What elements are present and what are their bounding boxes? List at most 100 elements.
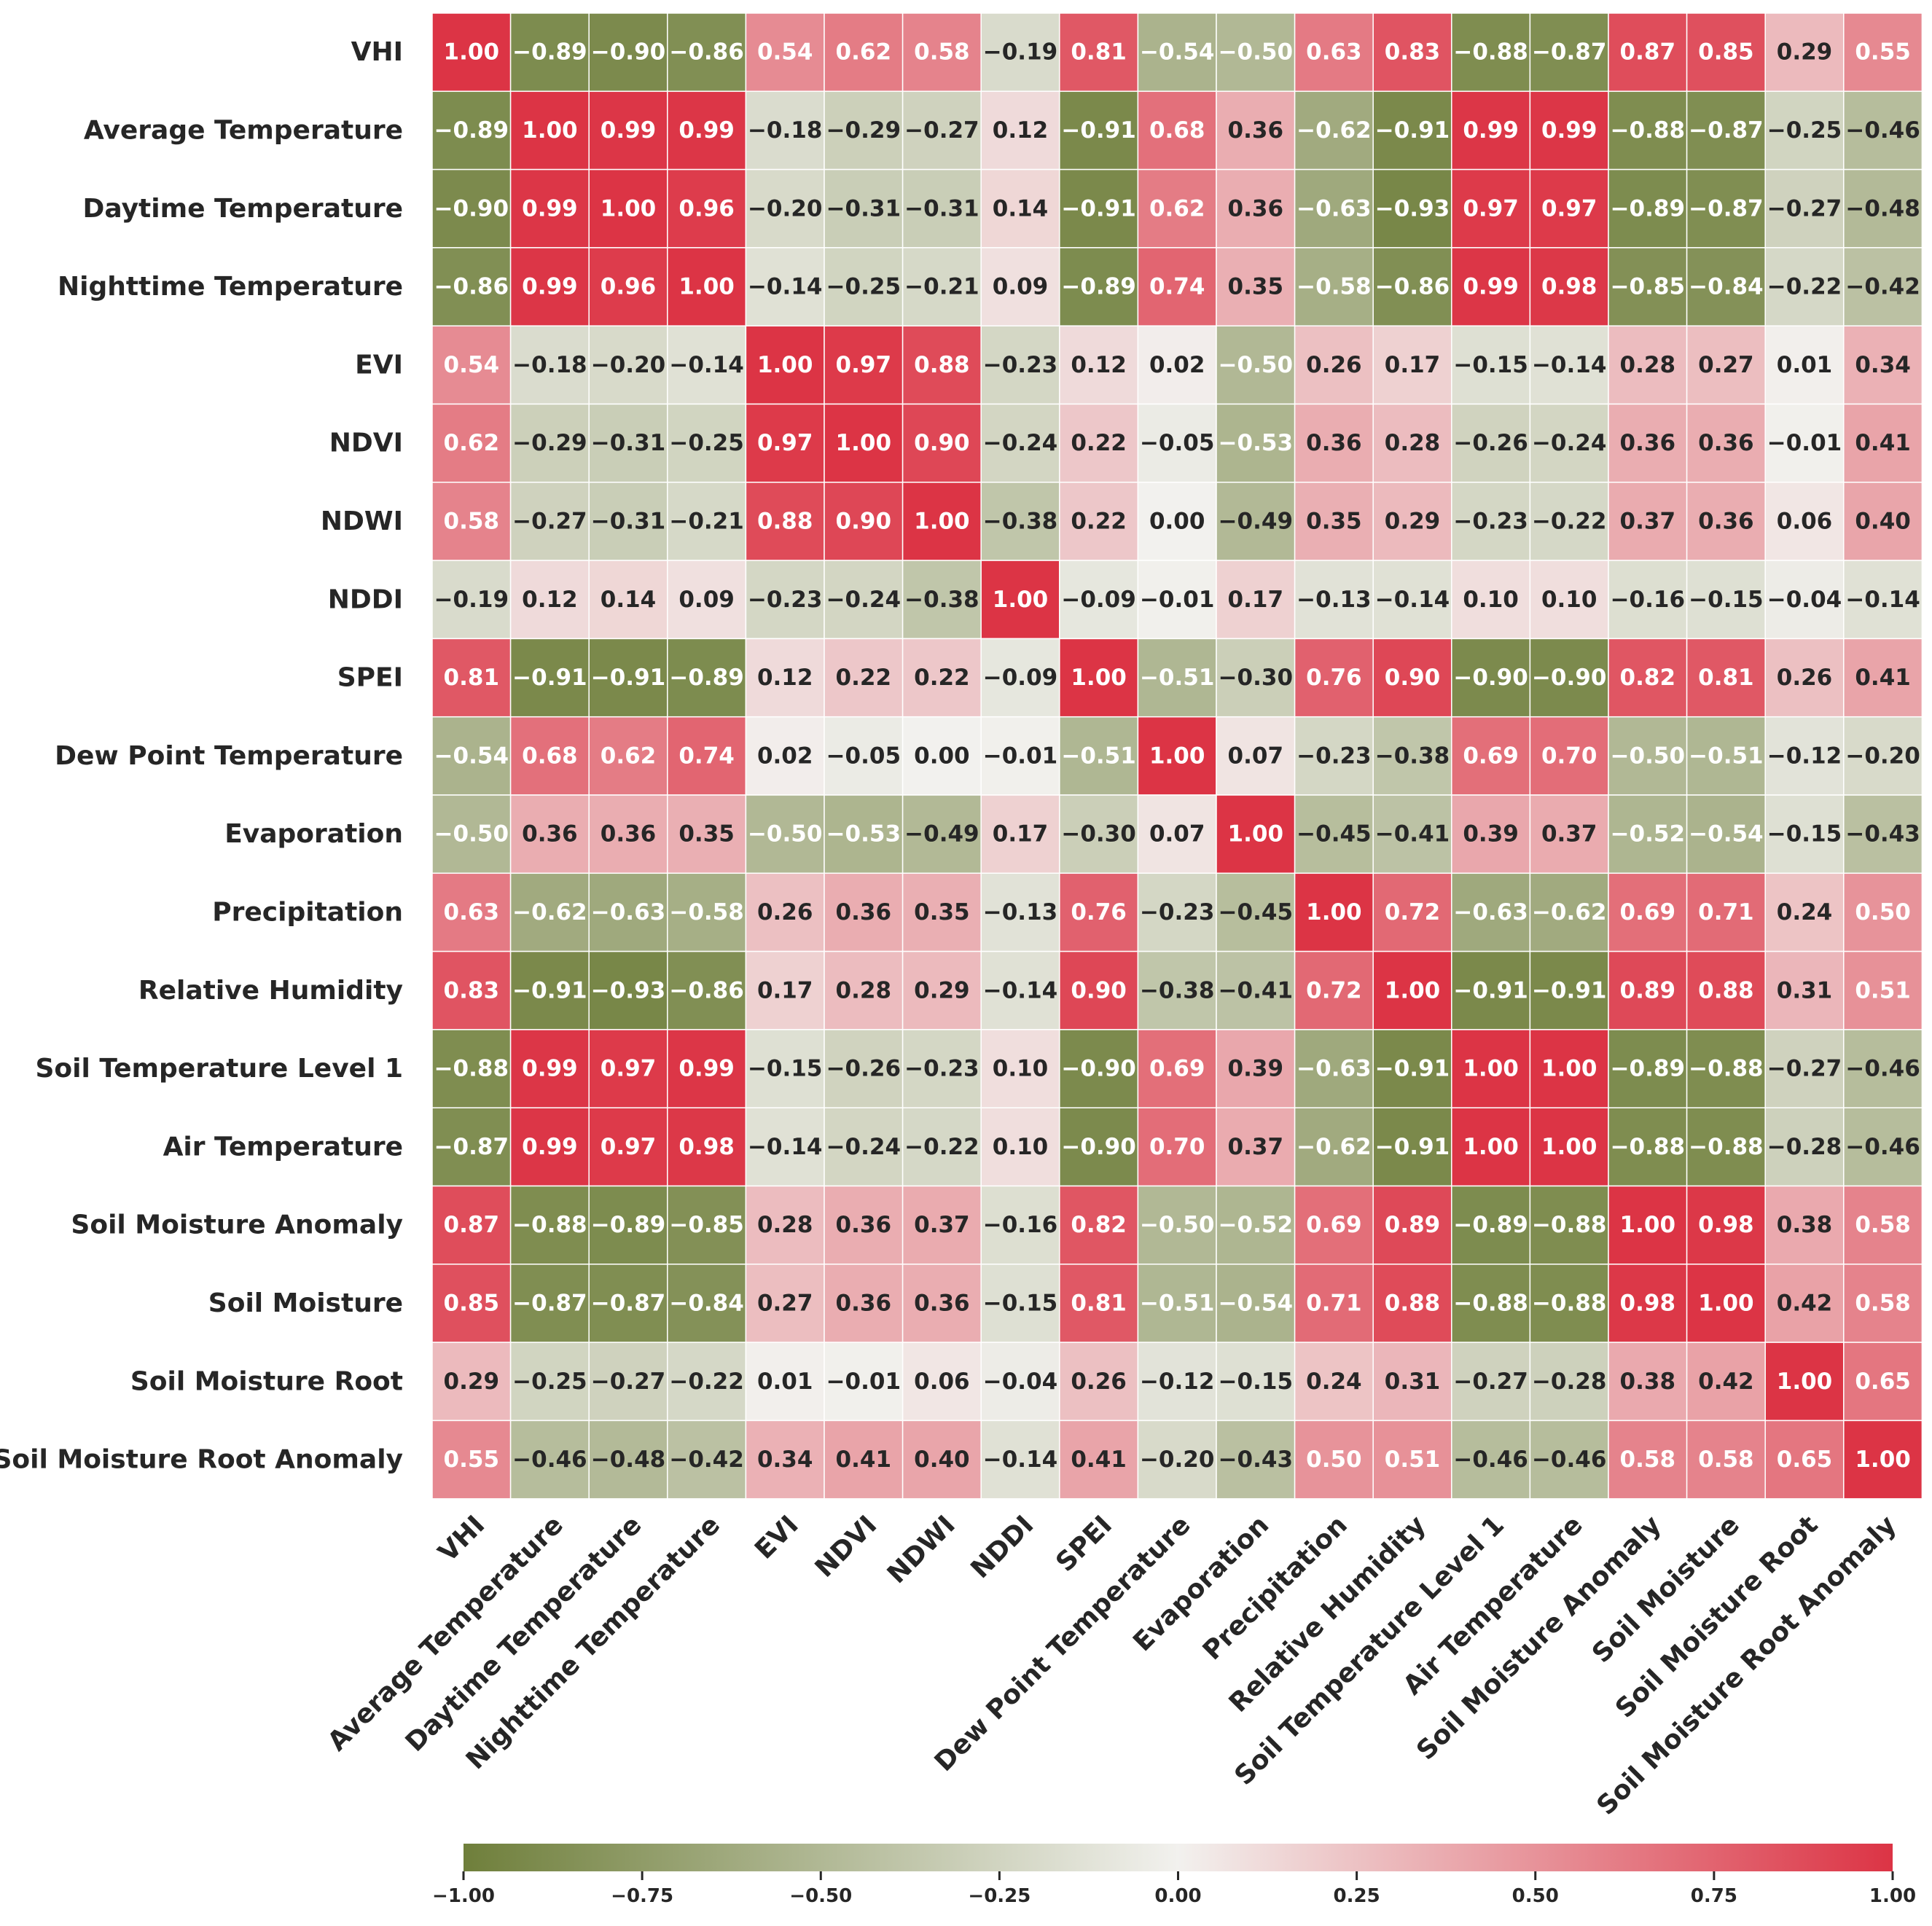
cell-value-label: 0.98 xyxy=(678,1134,735,1160)
colorbar-gradient xyxy=(464,1844,1893,1871)
heatmap-cell-relative-humidity-evaporation xyxy=(1216,950,1296,1030)
heatmap-cell-soil-moisture-nighttime-temperature xyxy=(667,1264,747,1343)
cell-value-label: −0.87 xyxy=(512,1290,587,1316)
heatmap-cell-nddi-soil-moisture xyxy=(1686,560,1766,640)
heatmap-cell-ndwi-soil-moisture-root-anomaly xyxy=(1843,482,1923,561)
heatmap-cell-soil-temperature-level-1-spei xyxy=(1059,1029,1139,1108)
cell-value-label: 0.22 xyxy=(1071,430,1127,456)
cell-value-label: 0.99 xyxy=(522,274,578,300)
cell-value-label: 0.35 xyxy=(1306,508,1362,534)
heatmap-cell-relative-humidity-soil-moisture-root-anomaly xyxy=(1843,950,1923,1030)
heatmap-cell-vhi-dew-point-temperature xyxy=(1137,12,1217,93)
cell-value-label: −0.87 xyxy=(1689,195,1763,222)
cell-value-label: 0.87 xyxy=(1620,39,1676,66)
cell-value-label: 0.37 xyxy=(1620,508,1676,534)
cell-value-label: 0.58 xyxy=(914,39,970,66)
heatmap-cell-nighttime-temperature-precipitation xyxy=(1294,247,1374,326)
cell-value-label: −0.04 xyxy=(983,1369,1057,1395)
heatmap-cell-dew-point-temperature-vhi xyxy=(431,716,512,796)
column-label-evaporation: Evaporation xyxy=(1127,1510,1275,1657)
heatmap-cell-relative-humidity-nighttime-temperature xyxy=(667,950,747,1030)
heatmap-cell-ndwi-air-temperature xyxy=(1529,482,1609,561)
column-label-precipitation: Precipitation xyxy=(1197,1510,1353,1666)
cell-value-label: −0.18 xyxy=(512,352,587,378)
cell-value-label: 0.90 xyxy=(1385,665,1441,691)
cell-value-label: 0.37 xyxy=(1228,1134,1284,1160)
cell-value-label: 0.88 xyxy=(1698,977,1754,1003)
cell-value-label: −0.22 xyxy=(669,1369,743,1395)
heatmap-cell-soil-moisture-relative-humidity xyxy=(1372,1264,1452,1343)
cell-value-label: −0.88 xyxy=(1532,1212,1606,1238)
cell-value-label: 0.85 xyxy=(444,1290,500,1316)
cell-value-label: −0.45 xyxy=(1297,821,1371,847)
heatmap-cell-dew-point-temperature-soil-moisture xyxy=(1686,716,1766,796)
heatmap-cell-average-temperature-soil-moisture-root-anomaly xyxy=(1843,90,1923,171)
heatmap-cell-relative-humidity-vhi xyxy=(431,950,512,1030)
cell-value-label: −0.51 xyxy=(1140,665,1214,691)
heatmap-cell-relative-humidity-average-temperature xyxy=(509,950,590,1030)
heatmap-cell-daytime-temperature-spei xyxy=(1059,168,1139,248)
cell-value-label: −0.14 xyxy=(1532,352,1606,378)
cell-value-label: 0.17 xyxy=(993,821,1049,847)
heatmap-cell-daytime-temperature-relative-humidity xyxy=(1372,168,1452,248)
colorbar-tick-label: 0.25 xyxy=(1334,1885,1380,1907)
cell-value-label: −0.88 xyxy=(1689,1134,1763,1160)
cell-value-label: 1.00 xyxy=(1541,1134,1597,1160)
cell-value-label: 1.00 xyxy=(1149,743,1205,769)
cell-value-label: 0.24 xyxy=(1777,899,1833,925)
cell-value-label: 0.07 xyxy=(1228,743,1284,769)
heatmap-cell-evi-daytime-temperature xyxy=(588,325,668,405)
cell-value-label: 0.99 xyxy=(678,1056,735,1082)
cell-value-label: −0.88 xyxy=(1611,117,1685,144)
row-label-soil-moisture-root-anomaly: Soil Moisture Root Anomaly xyxy=(0,1445,403,1475)
cell-value-label: −0.42 xyxy=(669,1447,743,1473)
cell-value-label: −0.54 xyxy=(434,743,509,769)
cell-value-label: 0.90 xyxy=(914,430,970,456)
heatmap-cell-spei-soil-moisture-root-anomaly xyxy=(1843,638,1923,718)
heatmap-cell-ndwi-vhi xyxy=(431,482,512,561)
cell-value-label: −0.52 xyxy=(1611,821,1685,847)
cell-value-label: 0.41 xyxy=(1071,1447,1127,1473)
cell-value-label: −0.50 xyxy=(1611,743,1685,769)
cell-value-label: 0.83 xyxy=(444,977,500,1003)
cell-value-label: −0.58 xyxy=(1297,274,1371,300)
cell-value-label: 0.01 xyxy=(757,1369,813,1395)
heatmap-cell-ndwi-precipitation xyxy=(1294,482,1374,561)
cell-value-label: −0.41 xyxy=(1375,821,1450,847)
cell-value-label: −0.28 xyxy=(1532,1369,1606,1395)
cell-value-label: 0.68 xyxy=(522,743,578,769)
cell-value-label: 0.62 xyxy=(444,430,500,456)
heatmap-cell-ndwi-evi xyxy=(745,482,825,561)
heatmap-cell-air-temperature-precipitation xyxy=(1294,1107,1374,1187)
cell-value-label: 0.65 xyxy=(1777,1447,1833,1473)
cell-value-label: 0.98 xyxy=(1698,1212,1754,1238)
cell-value-label: 0.09 xyxy=(993,274,1049,300)
cell-value-label: 0.24 xyxy=(1306,1369,1362,1395)
heatmap-cell-nighttime-temperature-average-temperature xyxy=(509,247,590,326)
cell-value-label: −0.20 xyxy=(1845,743,1920,769)
cell-value-label: 0.69 xyxy=(1306,1212,1362,1238)
heatmap-cell-average-temperature-vhi xyxy=(431,90,512,171)
cell-value-label: 0.00 xyxy=(1149,508,1205,534)
heatmap-cell-dew-point-temperature-nddi xyxy=(980,716,1060,796)
cell-value-label: −0.22 xyxy=(904,1134,979,1160)
heatmap-cell-relative-humidity-ndvi xyxy=(824,950,904,1030)
heatmap-cell-nddi-soil-temperature-level-1 xyxy=(1451,560,1531,640)
cell-value-label: 1.00 xyxy=(678,274,735,300)
cell-value-label: 0.42 xyxy=(1777,1290,1833,1316)
cell-value-label: −0.15 xyxy=(1767,821,1842,847)
heatmap-cell-vhi-soil-moisture-root-anomaly xyxy=(1843,12,1923,93)
cell-value-label: 0.34 xyxy=(757,1447,813,1473)
cell-value-label: 0.76 xyxy=(1306,665,1362,691)
cell-value-label: 0.22 xyxy=(914,665,970,691)
heatmap-cell-evi-vhi xyxy=(431,325,512,405)
cell-value-label: −0.87 xyxy=(1532,39,1606,66)
cell-value-label: 0.36 xyxy=(1698,430,1754,456)
cell-value-label: 0.62 xyxy=(836,39,892,66)
heatmap-cell-nddi-evi xyxy=(745,560,825,640)
cell-value-label: 0.10 xyxy=(1463,587,1519,613)
cell-value-label: 0.40 xyxy=(1855,508,1911,534)
heatmap-cell-evaporation-ndvi xyxy=(824,794,904,874)
cell-value-label: −0.62 xyxy=(512,899,587,925)
cell-value-label: −0.91 xyxy=(1375,1056,1450,1082)
